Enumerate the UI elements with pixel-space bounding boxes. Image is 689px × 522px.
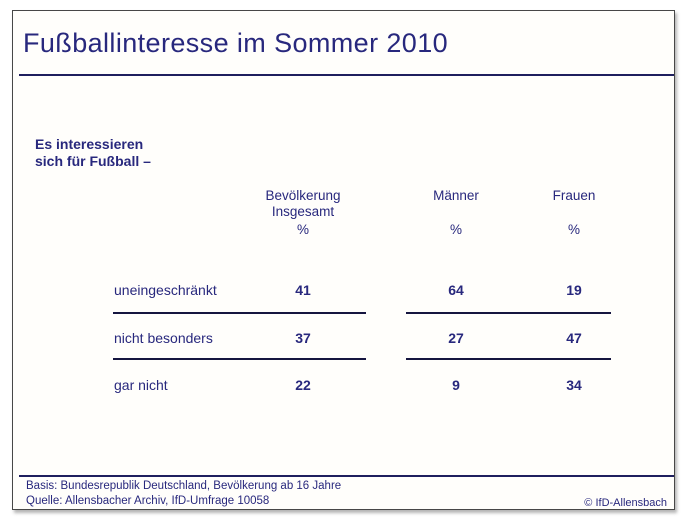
intro-text: Es interessieren sich für Fußball – [35, 136, 151, 170]
intro-line-2: sich für Fußball – [35, 153, 151, 169]
slide-frame: Fußballinteresse im Sommer 2010 Es inter… [12, 10, 675, 510]
column-header-total: Bevölkerung Insgesamt [228, 188, 378, 220]
footer-source: Quelle: Allensbacher Archiv, IfD-Umfrage… [26, 495, 270, 507]
value-unrestricted-women: 19 [566, 282, 582, 298]
value-not-at-all-women: 34 [566, 377, 582, 393]
value-not-at-all-total: 22 [295, 377, 311, 393]
unit-label-men: % [449, 222, 462, 237]
row-divider [406, 312, 611, 314]
footer-basis: Basis: Bundesrepublik Deutschland, Bevöl… [26, 480, 342, 492]
value-not-particularly-women: 47 [566, 330, 582, 346]
intro-line-1: Es interessieren [35, 136, 144, 152]
value-not-particularly-total: 37 [295, 330, 311, 346]
footer-copyright: © IfD-Allensbach [584, 497, 667, 509]
row-label-not-particularly: nicht besonders [114, 330, 213, 346]
footer-divider [19, 475, 674, 477]
value-unrestricted-total: 41 [295, 282, 311, 298]
column-header-total-line1: Bevölkerung [265, 188, 341, 203]
value-not-particularly-men: 27 [448, 330, 464, 346]
unit-label-women: % [567, 222, 580, 237]
title-divider [19, 74, 674, 76]
column-header-men: Männer [433, 188, 479, 203]
column-header-total-line2: Insgesamt [271, 204, 335, 219]
row-label-not-at-all: gar nicht [114, 377, 168, 393]
value-unrestricted-men: 64 [448, 282, 464, 298]
row-divider [113, 312, 366, 314]
row-divider [113, 358, 366, 360]
row-label-unrestricted: uneingeschränkt [114, 282, 217, 298]
unit-label-total: % [296, 222, 309, 237]
row-divider [406, 358, 611, 360]
column-header-women: Frauen [552, 188, 596, 203]
page-title: Fußballinteresse im Sommer 2010 [23, 28, 449, 58]
value-not-at-all-men: 9 [452, 377, 460, 393]
